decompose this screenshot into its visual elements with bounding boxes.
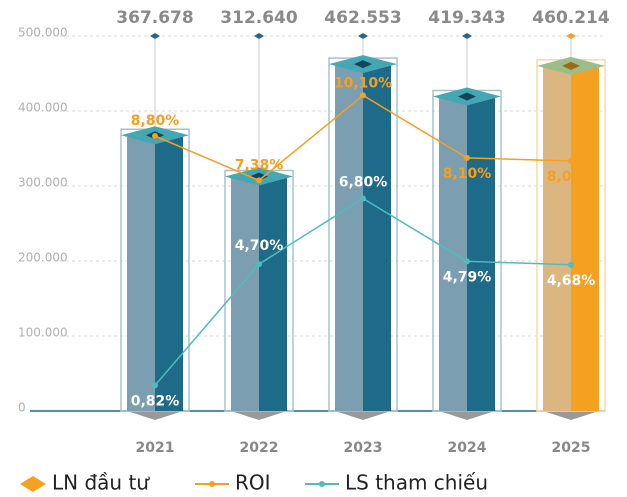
leader-diamond xyxy=(462,33,472,39)
leader-diamond xyxy=(358,33,368,39)
x-tick-label: 2025 xyxy=(552,440,591,456)
y-tick-label: 0 xyxy=(18,401,26,415)
y-tick-label: 500.000 xyxy=(18,26,68,40)
value-label: 419.343 xyxy=(428,8,505,28)
value-label: 462.553 xyxy=(324,8,401,28)
x-tick-label: 2022 xyxy=(240,440,279,456)
value-label: 460.214 xyxy=(532,8,610,28)
legend-label: LS tham chiếu xyxy=(345,471,488,495)
bar-right xyxy=(571,65,599,411)
x-tick-label: 2024 xyxy=(448,440,487,456)
value-label: 4,68% xyxy=(547,273,596,289)
legend-dot xyxy=(209,481,215,487)
bar-left xyxy=(543,65,571,411)
leader-diamond xyxy=(254,33,264,39)
y-tick-label: 200.000 xyxy=(18,251,68,265)
value-label: 6,80% xyxy=(339,175,388,191)
y-tick-label: 300.000 xyxy=(18,176,68,190)
bar-right xyxy=(259,176,287,411)
bar-right xyxy=(363,64,391,411)
legend-label: ROI xyxy=(235,471,271,495)
bar-left xyxy=(335,64,363,411)
line-point xyxy=(464,258,470,265)
bar-right xyxy=(155,135,183,411)
legend-label: LN đầu tư xyxy=(52,471,150,495)
value-label: 8,10% xyxy=(443,166,492,182)
bar-cap-inner xyxy=(354,60,372,69)
value-label: 4,79% xyxy=(443,269,492,285)
value-label: 7,38% xyxy=(235,157,284,173)
bar-cap-inner xyxy=(562,61,580,70)
legend-swatch xyxy=(20,476,46,492)
line-point xyxy=(256,177,262,184)
line-point xyxy=(568,261,574,268)
x-tick-label: 2021 xyxy=(136,440,175,456)
bar-right xyxy=(467,96,495,412)
line-point xyxy=(464,154,470,161)
line-point xyxy=(360,92,366,99)
value-label: 367.678 xyxy=(116,8,193,28)
bar-left xyxy=(231,176,259,411)
y-tick-label: 400.000 xyxy=(18,101,68,115)
line-point xyxy=(256,261,262,268)
leader-diamond xyxy=(150,33,160,39)
value-label: 0,82% xyxy=(131,393,180,409)
line-point xyxy=(360,195,366,202)
value-label: 10,10% xyxy=(334,75,392,91)
value-label: 312.640 xyxy=(220,8,298,28)
line-point xyxy=(152,133,158,139)
value-label: 4,70% xyxy=(235,238,284,254)
leader-diamond xyxy=(566,33,576,39)
value-label: 8,00% xyxy=(547,169,596,185)
value-label: 8,80% xyxy=(131,113,180,129)
x-tick-label: 2023 xyxy=(344,440,383,456)
bar-cap-inner xyxy=(458,92,476,101)
legend-dot xyxy=(319,481,325,487)
y-tick-label: 100.000 xyxy=(18,326,68,340)
bar-left xyxy=(127,135,155,411)
line-point xyxy=(568,158,574,164)
line-point xyxy=(152,382,158,389)
